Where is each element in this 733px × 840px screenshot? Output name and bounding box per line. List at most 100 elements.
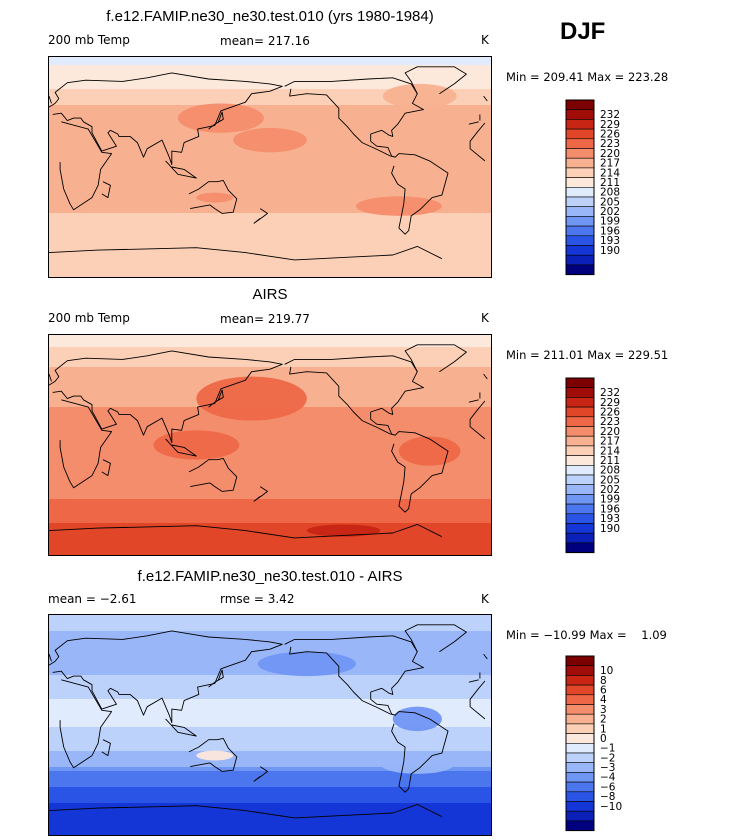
- heatmap-band: [49, 121, 491, 126]
- heatmap-band: [49, 815, 491, 820]
- coastline: [49, 373, 52, 382]
- heatmap-band: [49, 775, 491, 780]
- colorbar-box: [565, 523, 595, 534]
- heatmap-band: [49, 193, 491, 198]
- heatmap-band: [49, 185, 491, 190]
- heatmap-band: [49, 241, 491, 246]
- panel-3-colorbar: 10 8 6 4 3 2 1 0 −1 −2 −3 −4 −6 −8 −10: [565, 655, 626, 832]
- heatmap-band: [49, 351, 491, 356]
- panel-3-min-max: Min = −10.99 Max = 1.09: [506, 628, 667, 642]
- heatmap-band: [49, 189, 491, 194]
- colorbar-box: [565, 435, 595, 447]
- colorbar-tick-label: 199: [600, 494, 620, 506]
- heatmap-band: [49, 831, 491, 835]
- heatmap-band: [49, 261, 491, 266]
- colorbar-box: [565, 406, 595, 418]
- heatmap-blob: [257, 651, 356, 677]
- panel-3-rmse-label: rmse = 3.42: [220, 592, 295, 606]
- panel-2-mean-label: mean= 219.77: [220, 312, 310, 326]
- heatmap-band: [49, 197, 491, 202]
- colorbar-frame: [565, 655, 595, 832]
- heatmap-band: [49, 455, 491, 460]
- heatmap-band: [49, 751, 491, 756]
- heatmap-blob: [306, 524, 381, 537]
- heatmap-band: [49, 273, 491, 277]
- colorbar-box: [565, 675, 595, 686]
- heatmap-band: [49, 209, 491, 214]
- colorbar-box: [565, 801, 595, 812]
- heatmap-band: [49, 619, 491, 624]
- coastline: [188, 737, 238, 772]
- coastline: [284, 635, 424, 716]
- colorbar-tick-label: 10: [600, 665, 613, 677]
- heatmap-band: [49, 463, 491, 468]
- heatmap-band: [49, 359, 491, 364]
- heatmap-band: [49, 543, 491, 548]
- colorbar-tick-label: 226: [600, 128, 620, 140]
- heatmap-band: [49, 487, 491, 492]
- heatmap-band: [49, 217, 491, 222]
- colorbar-tick-label: 211: [600, 177, 620, 189]
- heatmap-band: [49, 747, 491, 752]
- coastline: [404, 624, 467, 653]
- heatmap-band: [49, 695, 491, 700]
- panel-3-units: K: [481, 592, 489, 606]
- heatmap-band: [49, 479, 491, 484]
- colorbar-box: [565, 791, 595, 802]
- colorbar-box: [565, 397, 595, 408]
- colorbar-box: [565, 723, 595, 734]
- colorbar-box: [565, 177, 595, 188]
- heatmap-band: [49, 459, 491, 464]
- colorbar-box: [565, 416, 595, 427]
- heatmap-band: [49, 635, 491, 640]
- panel-1-mean-label: mean= 217.16: [220, 34, 310, 48]
- colorbar-box: [565, 694, 595, 705]
- colorbar-tick-label: 193: [600, 235, 620, 247]
- heatmap-band: [49, 743, 491, 748]
- panel-3-mean-label: mean = −2.61: [48, 592, 137, 606]
- colorbar-box: [565, 377, 595, 388]
- panel-1-units: K: [481, 33, 489, 47]
- colorbar-tick-label: 232: [600, 109, 620, 121]
- heatmap-band: [49, 427, 491, 432]
- colorbar-tick-label: 223: [600, 138, 620, 150]
- coastline: [165, 438, 197, 457]
- colorbar-tick-label: −3: [600, 762, 615, 774]
- coastline: [284, 77, 424, 158]
- heatmap-band: [49, 627, 491, 632]
- coastline: [49, 95, 52, 104]
- colorbar-tick-label: 196: [600, 503, 620, 515]
- coastline: [101, 181, 111, 199]
- panel-2-colorbar: 232 229 226 223 220 217 214 211 208 205 202 199 196 1…: [565, 377, 626, 554]
- coastline: [101, 459, 111, 477]
- heatmap-band: [49, 81, 491, 86]
- colorbar-box: [565, 684, 595, 696]
- colorbar-box: [565, 513, 595, 524]
- colorbar-box: [565, 445, 595, 456]
- heatmap-blob: [355, 196, 442, 216]
- heatmap-band: [49, 225, 491, 230]
- heatmap-band: [49, 799, 491, 804]
- heatmap-band: [49, 257, 491, 262]
- heatmap-band: [49, 109, 491, 114]
- colorbar-box: [565, 704, 595, 715]
- colorbar-box: [565, 772, 595, 783]
- colorbar-tick-label: 226: [600, 406, 620, 418]
- panel-2-map: [48, 334, 492, 556]
- panel-2-min-max: Min = 211.01 Max = 229.51: [506, 348, 669, 362]
- heatmap-band: [49, 527, 491, 532]
- heatmap-band: [49, 723, 491, 728]
- heatmap-blob: [196, 192, 234, 203]
- heatmap-band: [49, 703, 491, 708]
- colorbar-box: [565, 810, 595, 822]
- coastlines: [49, 66, 488, 261]
- coastline: [483, 373, 488, 380]
- coastline: [49, 523, 443, 539]
- heatmap-band: [49, 783, 491, 788]
- colorbar-box: [565, 665, 595, 676]
- heatmap-band: [49, 639, 491, 644]
- heatmap-band: [49, 371, 491, 376]
- colorbar-tick-label: 220: [600, 148, 620, 160]
- heatmap-band: [49, 523, 491, 528]
- colorbar-box: [565, 781, 595, 793]
